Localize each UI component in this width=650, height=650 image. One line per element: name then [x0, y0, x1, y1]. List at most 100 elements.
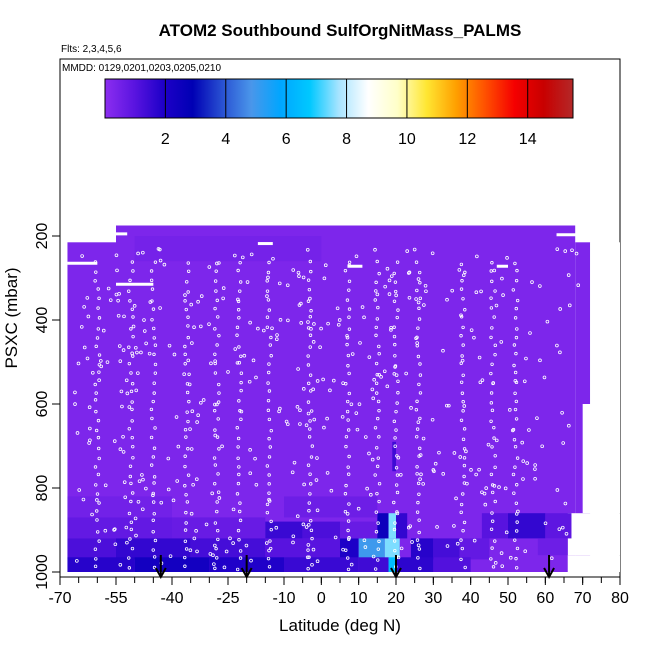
track-point	[395, 490, 400, 495]
track-point	[415, 472, 419, 476]
track-point	[461, 400, 465, 404]
track-point	[493, 289, 497, 293]
heatmap-cell	[433, 538, 460, 560]
track-point	[129, 371, 133, 375]
track-point	[213, 521, 218, 525]
track-point	[151, 518, 155, 522]
track-point	[343, 268, 348, 273]
track-point	[461, 492, 465, 496]
track-point	[462, 427, 467, 431]
track-point	[505, 256, 509, 260]
track-point	[349, 402, 354, 407]
track-point	[265, 502, 270, 507]
track-point	[166, 456, 171, 461]
track-point	[358, 341, 362, 345]
track-point	[140, 507, 145, 512]
track-point	[373, 298, 377, 302]
track-point	[131, 444, 135, 449]
arrow-head	[154, 567, 167, 580]
track-point	[153, 538, 158, 543]
track-point	[376, 547, 381, 551]
track-point	[235, 361, 240, 365]
track-point	[395, 454, 399, 458]
track-point	[463, 565, 467, 570]
track-point	[469, 468, 473, 472]
track-point	[346, 465, 350, 469]
track-point	[493, 454, 497, 458]
track-point	[266, 270, 271, 275]
track-point	[309, 409, 314, 413]
track-point	[239, 380, 243, 385]
track-point	[377, 481, 382, 486]
track-point	[151, 491, 155, 496]
x-tick-label: 0	[317, 590, 326, 607]
track-point	[525, 461, 529, 465]
track-point	[215, 402, 219, 407]
track-point	[73, 402, 77, 406]
track-point	[151, 530, 155, 534]
track-point	[149, 278, 154, 283]
track-point	[209, 361, 213, 366]
track-point	[167, 343, 172, 348]
track-point	[515, 298, 520, 303]
track-point	[405, 249, 410, 253]
track-point	[445, 403, 449, 408]
track-point	[513, 316, 518, 320]
track-point	[308, 259, 313, 264]
track-point	[310, 536, 314, 541]
track-point	[480, 378, 485, 382]
track-point	[306, 278, 311, 282]
track-point	[127, 345, 131, 349]
track-point	[474, 290, 479, 295]
track-point	[375, 491, 379, 496]
track-point	[139, 350, 143, 355]
track-point	[113, 542, 118, 547]
track-point	[392, 419, 397, 424]
track-point	[266, 370, 271, 375]
x-tick-label: -10	[272, 590, 295, 607]
track-point	[307, 287, 312, 292]
track-point	[185, 410, 189, 414]
track-point	[415, 465, 419, 469]
track-point	[362, 538, 367, 543]
track-point	[371, 396, 376, 401]
track-point	[489, 371, 493, 376]
track-point	[326, 321, 330, 326]
track-point	[514, 501, 519, 505]
track-point	[213, 428, 217, 432]
track-point	[152, 475, 157, 479]
track-point	[186, 269, 191, 273]
track-point	[97, 456, 101, 461]
track-point	[134, 345, 138, 350]
track-point	[238, 260, 242, 265]
track-point	[213, 371, 218, 375]
track-point	[336, 322, 341, 327]
track-point	[373, 473, 377, 477]
track-point	[332, 378, 336, 383]
track-point	[217, 391, 221, 395]
track-point	[311, 387, 315, 392]
track-point	[374, 510, 379, 514]
track-point	[269, 335, 273, 340]
track-point	[268, 539, 272, 543]
heatmap-cell	[284, 496, 378, 518]
track-point	[149, 463, 154, 467]
track-point	[415, 335, 419, 340]
track-point	[103, 483, 108, 488]
track-point	[95, 498, 99, 502]
track-point	[459, 538, 463, 542]
track-point	[239, 371, 244, 375]
track-point	[414, 407, 419, 412]
track-point	[513, 407, 518, 412]
track-point	[152, 446, 157, 450]
track-point	[563, 501, 568, 506]
track-point	[418, 373, 423, 377]
track-point	[406, 525, 411, 530]
track-point	[238, 549, 243, 553]
track-point	[309, 389, 313, 393]
track-point	[574, 251, 579, 256]
track-point	[174, 415, 179, 419]
track-point	[251, 358, 256, 363]
track-point	[239, 354, 243, 359]
track-point	[237, 360, 242, 365]
